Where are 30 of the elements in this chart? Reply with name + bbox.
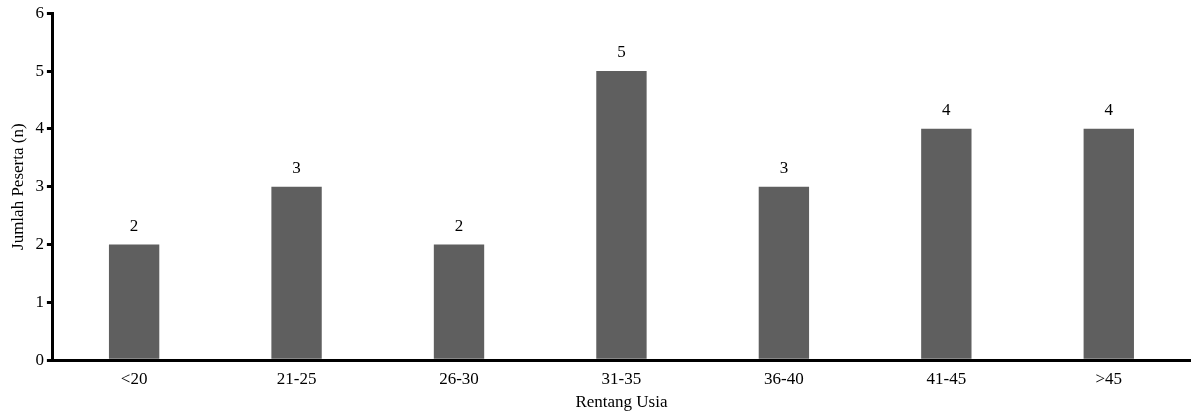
x-axis-title: Rentang Usia: [575, 392, 668, 412]
y-tick-label: 5: [35, 60, 44, 80]
data-label: 3: [292, 157, 301, 177]
x-tick-label: 31-35: [601, 368, 642, 388]
data-label: 5: [617, 42, 626, 61]
y-tick-label: 6: [35, 2, 44, 22]
bar: [271, 186, 322, 359]
x-tick-label: 26-30: [439, 368, 479, 388]
y-tick-label: 2: [35, 234, 44, 253]
x-tick-label: 21-25: [276, 368, 317, 388]
bar: [433, 244, 485, 359]
data-label: 4: [1104, 99, 1114, 119]
bar: [921, 128, 972, 359]
bar: [758, 186, 810, 359]
x-tick-label: <20: [120, 368, 148, 388]
x-tick-label: 41-45: [926, 368, 967, 388]
x-tick-label: 36-40: [764, 368, 804, 388]
bar: [596, 71, 647, 359]
y-axis-title: Jumlah Peserta (n): [7, 123, 27, 250]
x-tick-label: >45: [1095, 368, 1123, 388]
bar: [1083, 128, 1134, 359]
data-label: 2: [454, 215, 464, 235]
bar: [108, 244, 160, 359]
y-tick-label: 4: [35, 118, 45, 138]
y-tick-label: 0: [35, 349, 44, 369]
data-label: 4: [942, 99, 952, 119]
data-label: 2: [129, 215, 139, 235]
data-label: 3: [779, 157, 789, 177]
y-tick-label: 1: [35, 291, 44, 311]
y-tick-label: 3: [35, 176, 44, 196]
